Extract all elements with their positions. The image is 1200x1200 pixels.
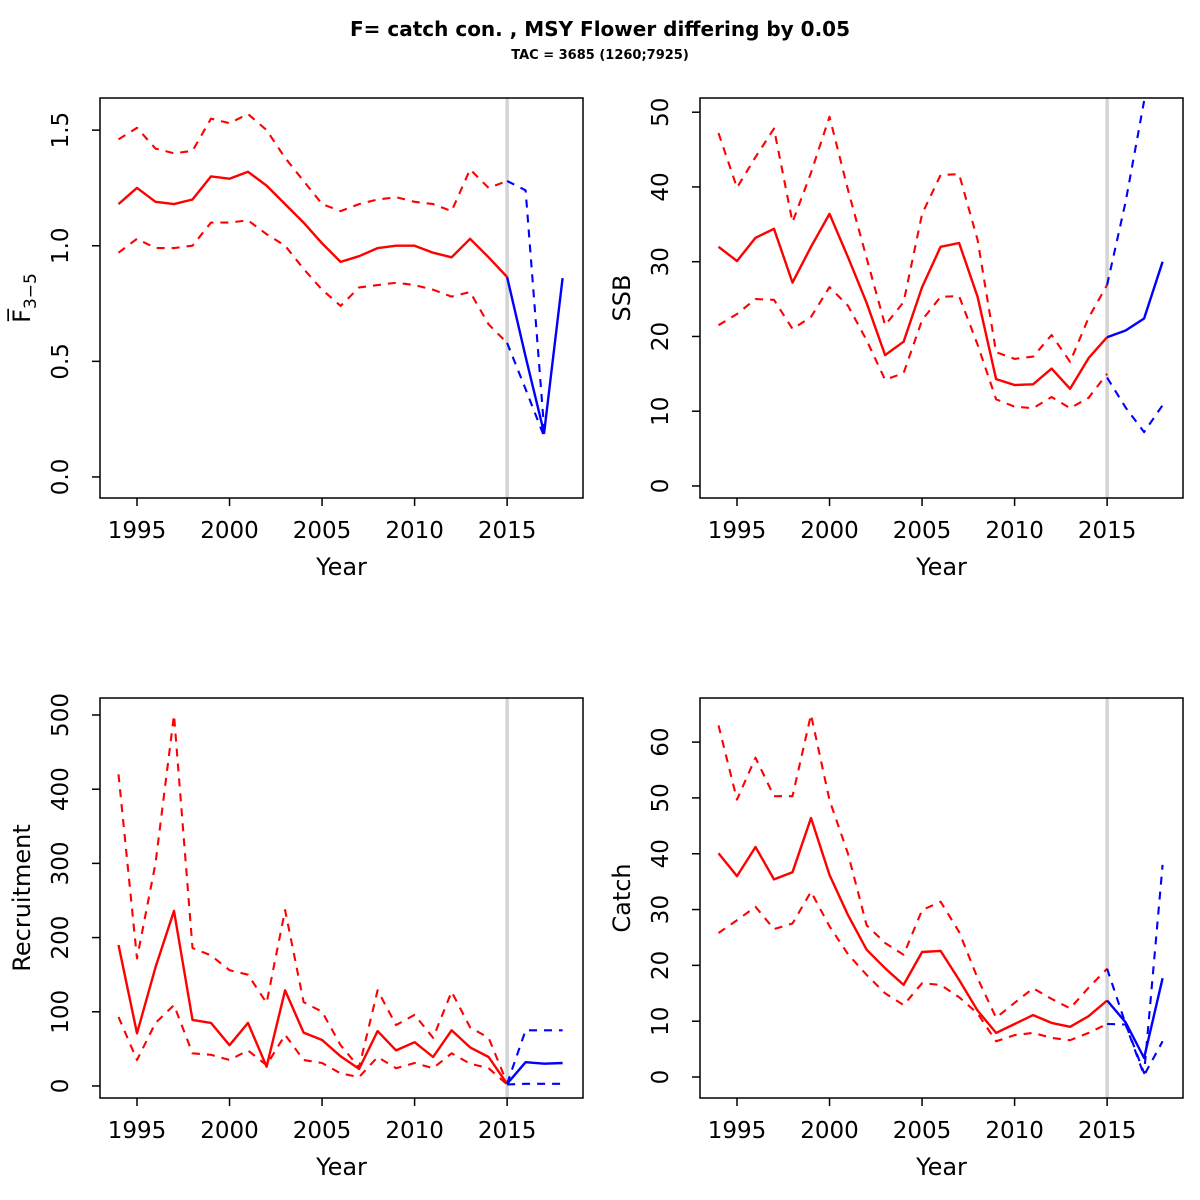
catch-y-tick-label: 0	[648, 1070, 674, 1085]
fbar-x-tick-label: 2010	[385, 518, 444, 544]
fbar-upper-ci-line	[117, 112, 508, 213]
catch-y-tick-label: 10	[648, 1007, 674, 1036]
recruitment-x-tick-label: 2010	[385, 1118, 444, 1144]
recruitment-x-tick-label: 2000	[200, 1118, 259, 1144]
recruitment-y-tick-label: 100	[48, 990, 74, 1034]
catch-plot-box	[699, 697, 1184, 1099]
recruitment-upper-ci-line	[117, 713, 509, 1084]
recruitment-x-axis-label: Year	[315, 1153, 367, 1181]
recruitment-median-line	[117, 909, 509, 1085]
ssb-projection-median-line	[1106, 261, 1164, 339]
fbar-x-tick-label: 2000	[200, 518, 259, 544]
ssb-y-tick-label: 40	[648, 172, 674, 201]
ssb-x-tick-label: 2000	[800, 518, 859, 544]
fbar-projection-upper-line	[506, 180, 546, 429]
recruitment-x-tick-label: 2005	[293, 1118, 352, 1144]
panel-fbar: 1995 2000 2005 2010 2015 0.0 0.5 1.0 1.5 Year F̅3−…	[7, 97, 584, 581]
fbar-x-tick-label: 2015	[478, 518, 537, 544]
recruitment-x-tick-label: 2015	[478, 1118, 537, 1144]
catch-y-tick-label: 60	[648, 727, 674, 756]
catch-median-line	[717, 816, 1108, 1035]
fbar-x-axis-label: Year	[315, 553, 367, 581]
fbar-plot-box	[99, 97, 584, 499]
ssb-lower-ci-line	[717, 286, 1108, 410]
fbar-y-tick-label: 1.0	[48, 227, 74, 264]
catch-x-tick-label: 2015	[1078, 1118, 1137, 1144]
fbar-projection-lower-line	[506, 342, 546, 437]
catch-x-tick-label: 2000	[800, 1118, 859, 1144]
recruitment-plot-box	[99, 697, 584, 1099]
catch-y-tick-label: 30	[648, 895, 674, 924]
ssb-y-tick-label: 0	[648, 479, 674, 494]
figure-title: F= catch con. , MSY Flower differing by …	[349, 17, 851, 41]
recruitment-projection-lower-line	[507, 1082, 563, 1086]
catch-x-tick-label: 2005	[893, 1118, 952, 1144]
fbar-x-tick-label: 1995	[108, 518, 167, 544]
ssb-y-tick-label: 50	[648, 98, 674, 127]
catch-x-tick-label: 1995	[708, 1118, 767, 1144]
ssb-projection-lower-line	[1106, 377, 1164, 434]
ssb-x-tick-label: 2015	[1078, 518, 1137, 544]
catch-projection-lower-line	[1107, 1022, 1164, 1077]
fbar-y-axis-label: F̅3−5	[7, 273, 41, 323]
recruitment-lower-ci-line	[117, 1004, 508, 1086]
recruitment-projection-upper-line	[506, 1029, 563, 1085]
ssb-y-tick-label: 20	[648, 322, 674, 351]
ssb-median-line	[717, 212, 1108, 390]
catch-x-axis-label: Year	[915, 1153, 967, 1181]
fbar-median-line	[117, 170, 508, 278]
ssb-plot-box	[699, 97, 1184, 499]
panel-recruitment: 1995 2000 2005 2010 2015 0 100 200 300 400 500 Year…	[8, 693, 584, 1181]
recruitment-projection-median-line	[506, 1061, 563, 1085]
ssb-x-axis-label: Year	[915, 553, 967, 581]
fbar-y-tick-label: 0.0	[48, 459, 74, 496]
catch-y-tick-label: 20	[648, 951, 674, 980]
recruitment-y-tick-label: 500	[48, 693, 74, 737]
catch-upper-ci-line	[717, 713, 1108, 1019]
ssb-upper-ci-line	[717, 115, 1109, 363]
figure-subtitle: TAC = 3685 (1260;7925)	[511, 48, 689, 63]
ssb-y-tick-label: 30	[648, 247, 674, 276]
catch-projection-median-line	[1106, 977, 1164, 1060]
recruitment-y-axis-label: Recruitment	[8, 824, 36, 971]
recruitment-y-tick-label: 400	[48, 767, 74, 811]
ssb-x-tick-label: 2010	[985, 518, 1044, 544]
catch-y-tick-label: 40	[648, 839, 674, 868]
recruitment-y-tick-label: 0	[48, 1079, 74, 1094]
ssb-x-tick-label: 2005	[893, 518, 952, 544]
ssb-y-axis-label: SSB	[608, 275, 636, 322]
catch-projection-upper-line	[1106, 864, 1164, 1075]
panel-catch: 1995 2000 2005 2010 2015 0 10 20 30 40 50 60 Year Cat…	[608, 697, 1184, 1181]
panel-ssb: 1995 2000 2005 2010 2015 0 10 20 30 40 50 Year SSB	[608, 97, 1184, 581]
recruitment-y-tick-label: 200	[48, 916, 74, 960]
ssb-projection-upper-line	[1106, 100, 1146, 286]
catch-y-tick-label: 50	[648, 783, 674, 812]
ssb-y-tick-label: 10	[648, 397, 674, 426]
ssb-x-tick-label: 1995	[708, 518, 767, 544]
catch-lower-ci-line	[717, 890, 1108, 1043]
recruitment-y-tick-label: 300	[48, 841, 74, 885]
recruitment-x-tick-label: 1995	[108, 1118, 167, 1144]
fbar-y-tick-label: 1.5	[48, 112, 74, 149]
catch-y-axis-label: Catch	[608, 863, 636, 932]
catch-x-tick-label: 2010	[985, 1118, 1044, 1144]
fbar-projection-median-line	[505, 276, 564, 435]
fbar-lower-ci-line	[117, 219, 508, 344]
fbar-x-tick-label: 2005	[293, 518, 352, 544]
fbar-y-tick-label: 0.5	[48, 343, 74, 380]
